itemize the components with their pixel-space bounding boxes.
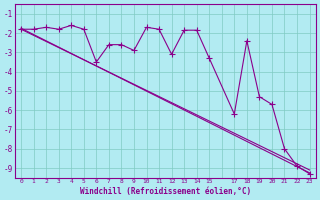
X-axis label: Windchill (Refroidissement éolien,°C): Windchill (Refroidissement éolien,°C) [80, 187, 251, 196]
